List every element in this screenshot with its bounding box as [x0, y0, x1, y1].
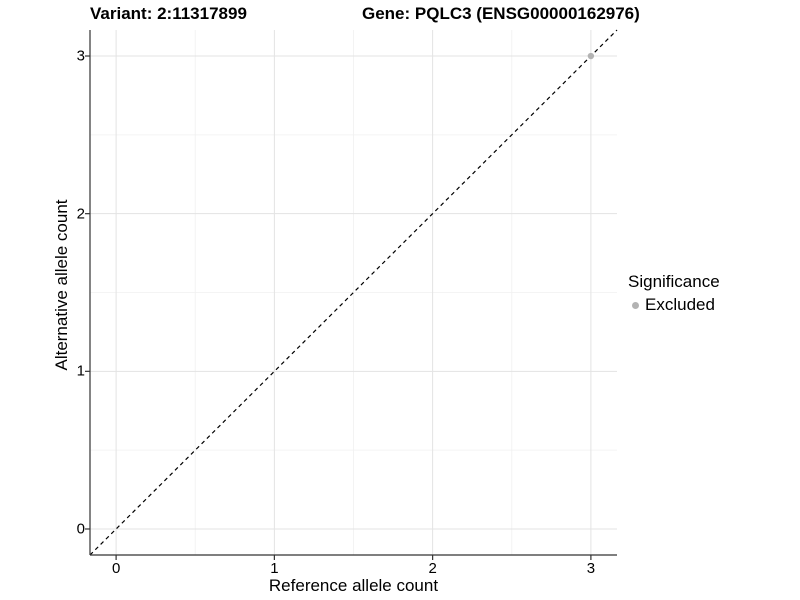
variant-title: Variant: 2:11317899	[90, 4, 247, 23]
gene-title: Gene: PQLC3 (ENSG00000162976)	[362, 4, 640, 23]
identity-reference-line	[89, 29, 618, 556]
excluded-point-icon	[632, 302, 639, 309]
x-tick-label: 3	[586, 560, 596, 577]
y-axis-title: Alternative allele count	[52, 199, 71, 371]
y-tick-label: 3	[76, 47, 85, 65]
y-tick-label: 0	[76, 520, 85, 538]
data-point-excluded	[587, 52, 595, 60]
x-tick-label: 2	[428, 560, 437, 577]
y-tick-label: 1	[76, 362, 85, 380]
y-tick-label: 2	[76, 205, 85, 223]
legend-item-excluded: Excluded	[628, 295, 720, 315]
legend-item-label: Excluded	[645, 295, 715, 314]
x-axis-title: Reference allele count	[268, 576, 439, 595]
legend: Significance Excluded	[628, 272, 720, 315]
legend-title: Significance	[628, 272, 720, 291]
x-tick-label: 0	[111, 560, 121, 577]
x-tick-label: 1	[270, 560, 279, 577]
